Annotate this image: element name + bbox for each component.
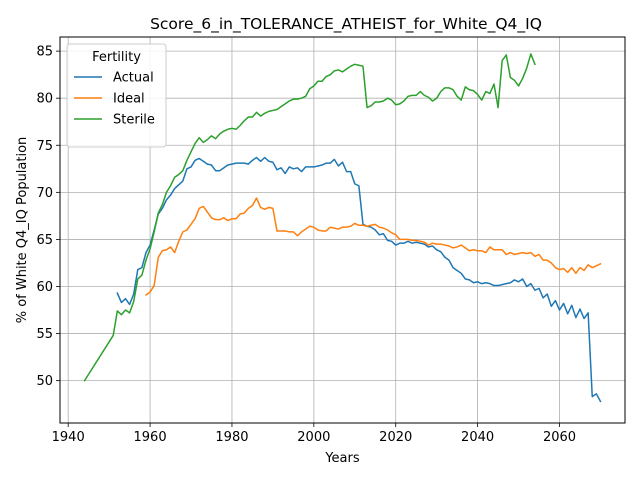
x-tick-label: 1940 [52,430,85,445]
legend: Fertility Actual Ideal Sterile [66,43,167,148]
x-tick-label: 1960 [134,430,167,445]
legend-label-ideal: Ideal [113,92,145,107]
y-tick-label: 60 [36,280,53,295]
x-tick-label: 2040 [461,430,494,445]
y-tick-label: 65 [36,233,53,248]
y-tick-label: 75 [36,139,53,154]
x-tick-label: 2020 [379,430,412,445]
grid [60,37,625,423]
legend-entries: Actual Ideal Sterile [74,71,155,128]
x-tick-label: 1980 [215,430,248,445]
y-tick-label: 70 [36,186,53,201]
axis-ticks: 1940 1960 1980 2000 2020 2040 2060 50 55 60 65 70 75… [36,45,576,445]
legend-label-actual: Actual [113,71,154,86]
series-line-actual [116,156,602,403]
y-tick-label: 85 [36,45,53,60]
series-line-ideal [144,197,602,297]
y-tick-label: 50 [36,374,53,389]
x-tick-label: 2000 [297,430,330,445]
y-axis-label: % of White Q4_IQ Population [15,137,30,324]
x-tick-label: 2060 [543,430,576,445]
series-lines [83,53,602,403]
legend-box [66,43,167,148]
y-tick-label: 80 [36,92,53,107]
chart-title: Score_6_in_TOLERANCE_ATHEIST_for_White_Q… [150,15,542,34]
legend-title: Fertility [92,50,141,65]
plot-frame [59,36,626,424]
series-line-sterile [83,53,536,382]
y-tick-label: 55 [36,327,53,342]
legend-label-sterile: Sterile [113,113,155,128]
x-axis-label: Years [324,451,360,466]
